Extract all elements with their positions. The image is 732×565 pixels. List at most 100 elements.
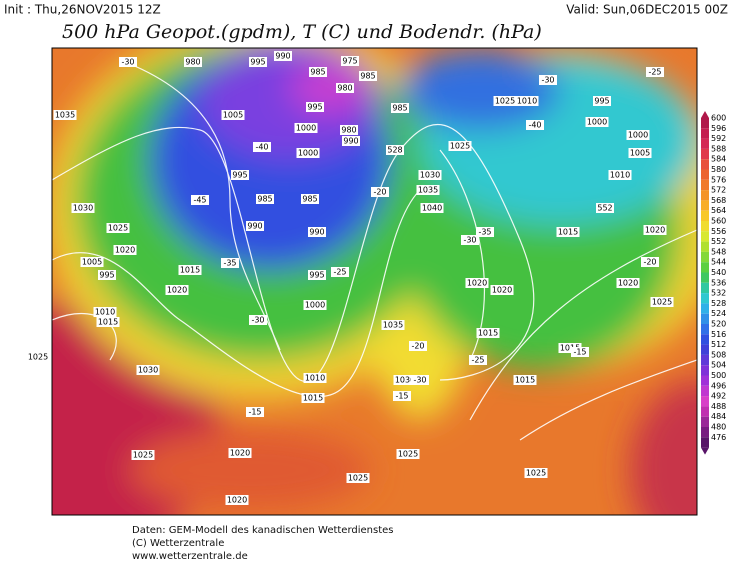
contour-label: 1000 bbox=[305, 301, 325, 310]
label-box bbox=[396, 449, 420, 459]
colorbar-tick-label: 572 bbox=[711, 186, 726, 195]
colorbar-band bbox=[701, 210, 709, 221]
contour-label: 995 bbox=[99, 271, 114, 280]
label-box bbox=[303, 300, 327, 310]
colorbar-tick-label: 584 bbox=[711, 155, 726, 164]
contour-label: -20 bbox=[373, 188, 386, 197]
label-box bbox=[341, 56, 359, 66]
label-box bbox=[391, 103, 409, 113]
contour-label: 980 bbox=[337, 84, 352, 93]
label-box bbox=[526, 120, 544, 130]
colorbar-band bbox=[701, 324, 709, 335]
label-box bbox=[96, 317, 120, 327]
map-frame bbox=[51, 47, 698, 516]
map-labels: 1035 1030 1025 1020 1005 995 1010 1015 1025 1030 1… bbox=[26, 51, 674, 505]
label-box bbox=[221, 110, 245, 120]
contour-label: 1010 bbox=[95, 308, 115, 317]
contour-label: 1035 bbox=[55, 111, 75, 120]
contour-label: -20 bbox=[411, 342, 424, 351]
label-box bbox=[246, 407, 264, 417]
label-box bbox=[26, 352, 50, 362]
label-box bbox=[308, 270, 326, 280]
label-box bbox=[558, 343, 582, 353]
colorbar-band bbox=[701, 437, 709, 448]
label-box bbox=[465, 278, 489, 288]
label-box bbox=[296, 148, 320, 158]
label-box bbox=[448, 141, 472, 151]
label-box bbox=[650, 297, 674, 307]
contour-label: 975 bbox=[342, 57, 357, 66]
contour-label: 1005 bbox=[223, 111, 243, 120]
label-box bbox=[461, 235, 479, 245]
label-box bbox=[556, 227, 580, 237]
label-box bbox=[340, 125, 358, 135]
label-box bbox=[476, 328, 500, 338]
label-box bbox=[303, 373, 327, 383]
label-box bbox=[249, 57, 267, 67]
contour-label: 1015 bbox=[303, 394, 323, 403]
colorbar-band bbox=[701, 272, 709, 283]
contour-label: 1030 bbox=[420, 171, 440, 180]
map-title: 500 hPa Geopot.(gpdm), T (C) und Bodendr… bbox=[62, 21, 542, 43]
label-box bbox=[93, 307, 117, 317]
colorbar-tick-label: 504 bbox=[711, 361, 726, 370]
label-box bbox=[616, 278, 640, 288]
contour-label: -25 bbox=[471, 356, 484, 365]
colorbar-band bbox=[701, 148, 709, 160]
label-box bbox=[178, 265, 202, 275]
colorbar-tick-label: 596 bbox=[711, 124, 726, 133]
colorbar-band bbox=[701, 354, 709, 366]
colorbar-tick-label: 532 bbox=[711, 289, 726, 298]
label-box bbox=[476, 227, 494, 237]
colorbar-band bbox=[701, 385, 709, 397]
colorbar-tick-label: 540 bbox=[711, 268, 726, 277]
contour-label: 1025 bbox=[450, 142, 470, 151]
colorbar-band bbox=[701, 334, 709, 345]
label-box bbox=[571, 347, 589, 357]
colorbar-tick-label: 492 bbox=[711, 392, 726, 401]
colorbar-band bbox=[701, 118, 709, 129]
colorbar-band bbox=[701, 231, 709, 242]
label-box bbox=[306, 102, 324, 112]
contour-label: -40 bbox=[255, 143, 268, 152]
footer-line: www.wetterzentrale.de bbox=[132, 551, 248, 562]
label-box bbox=[409, 341, 427, 351]
contour-label: 1030 bbox=[395, 376, 415, 385]
colorbar-tick-label: 560 bbox=[711, 217, 726, 226]
label-box bbox=[165, 285, 189, 295]
contour-label: 1000 bbox=[298, 149, 318, 158]
contour-label: 990 bbox=[343, 137, 358, 146]
contour-label: -40 bbox=[528, 121, 541, 130]
contour-label: 1030 bbox=[73, 204, 93, 213]
label-box bbox=[515, 96, 539, 106]
colorbar-tick-label: 544 bbox=[711, 258, 726, 267]
label-box bbox=[596, 203, 614, 213]
label-box bbox=[274, 51, 292, 61]
label-box bbox=[346, 473, 370, 483]
colorbar-tick-label: 516 bbox=[711, 330, 726, 339]
footer-line: Daten: GEM-Modell des kanadischen Wetter… bbox=[132, 525, 394, 536]
contour-label: -30 bbox=[121, 58, 134, 67]
label-box bbox=[249, 315, 267, 325]
contour-label: 1000 bbox=[628, 131, 648, 140]
label-box bbox=[646, 67, 664, 77]
label-box bbox=[253, 142, 271, 152]
label-box bbox=[53, 110, 77, 120]
contour-label: -15 bbox=[248, 408, 261, 417]
colorbar-tick-label: 576 bbox=[711, 175, 726, 184]
colorbar-band bbox=[701, 138, 709, 149]
contour-label: 1025 bbox=[108, 224, 128, 233]
contour-label: 1025 bbox=[526, 469, 546, 478]
contour-label: 1020 bbox=[467, 279, 487, 288]
label-box bbox=[221, 258, 239, 268]
label-box bbox=[416, 185, 440, 195]
label-box bbox=[301, 393, 325, 403]
label-box bbox=[225, 495, 249, 505]
contour-label: 1020 bbox=[492, 286, 512, 295]
label-box bbox=[513, 375, 537, 385]
valid-time: Valid: Sun,06DEC2015 00Z bbox=[566, 3, 728, 17]
label-box bbox=[113, 245, 137, 255]
colorbar-tick-label: 480 bbox=[711, 423, 726, 432]
colorbar-band bbox=[701, 200, 709, 211]
colorbar-band bbox=[701, 241, 709, 252]
